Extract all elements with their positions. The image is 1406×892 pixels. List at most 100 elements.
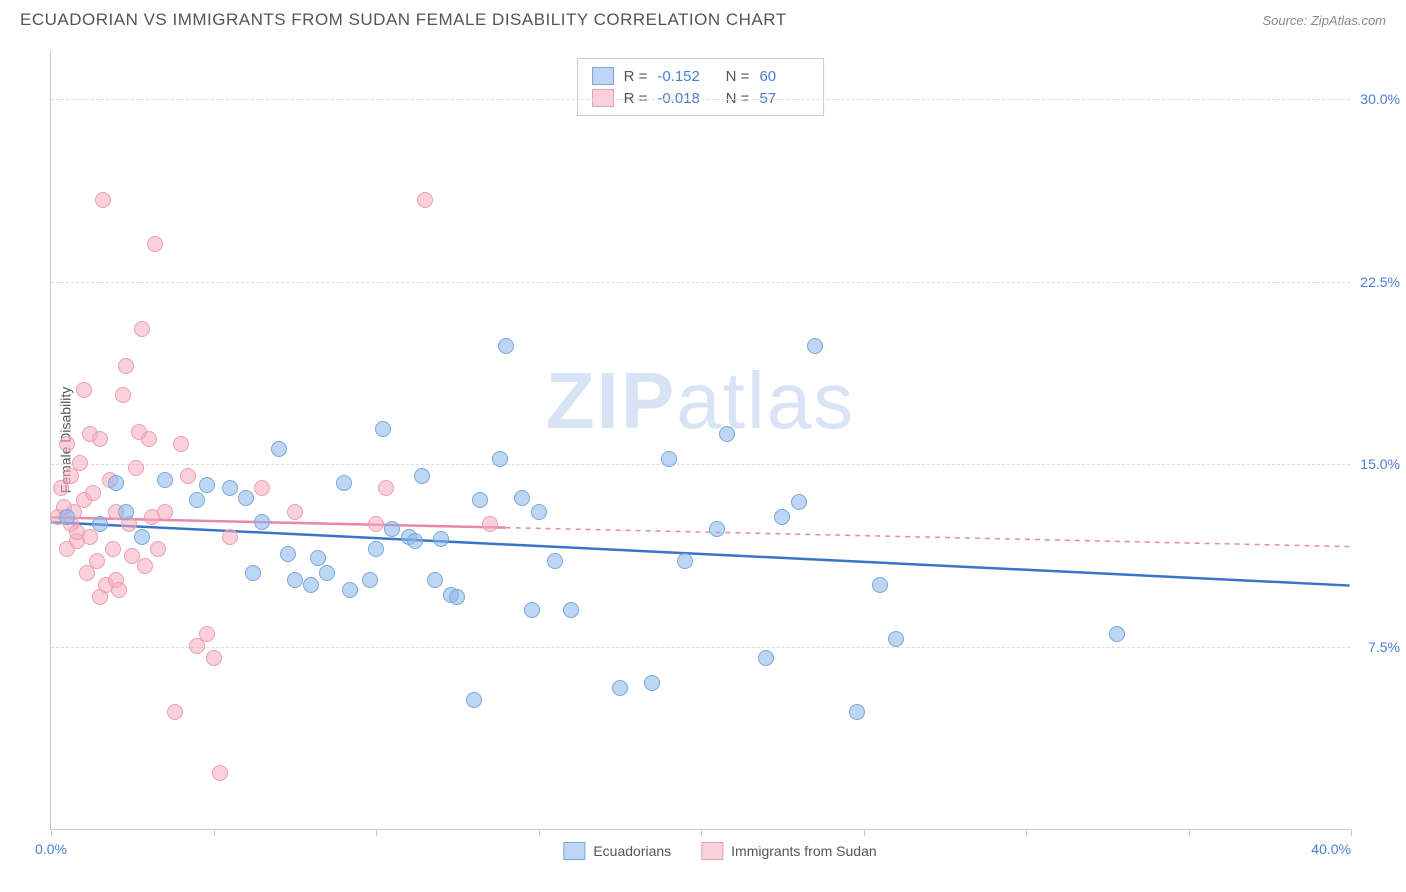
data-point [362,572,378,588]
data-point [498,338,514,354]
data-point [303,577,319,593]
data-point [612,680,628,696]
data-point [167,704,183,720]
data-point [118,504,134,520]
data-point [59,436,75,452]
data-point [134,529,150,545]
x-tick [864,829,865,836]
data-point [150,541,166,557]
data-point [888,631,904,647]
data-point [849,704,865,720]
source-attribution: Source: ZipAtlas.com [1262,13,1386,28]
stats-legend: R =-0.152 N =60R =-0.018 N =57 [577,58,825,116]
data-point [222,480,238,496]
data-point [310,550,326,566]
legend-swatch [563,842,585,860]
data-point [661,451,677,467]
data-point [758,650,774,666]
stat-r-value: -0.152 [657,68,707,85]
y-tick-label: 22.5% [1360,274,1400,290]
data-point [157,472,173,488]
data-point [134,321,150,337]
data-point [482,516,498,532]
series-legend: EcuadoriansImmigrants from Sudan [563,842,876,860]
data-point [791,494,807,510]
y-tick-label: 30.0% [1360,91,1400,107]
data-point [547,553,563,569]
data-point [1109,626,1125,642]
data-point [173,436,189,452]
data-point [199,626,215,642]
x-tick [701,829,702,836]
x-tick [539,829,540,836]
data-point [417,192,433,208]
data-point [319,565,335,581]
data-point [368,541,384,557]
y-tick-label: 15.0% [1360,456,1400,472]
data-point [644,675,660,691]
data-point [199,477,215,493]
data-point [118,358,134,374]
data-point [238,490,254,506]
x-tick [1189,829,1190,836]
data-point [287,572,303,588]
data-point [280,546,296,562]
data-point [85,485,101,501]
data-point [514,490,530,506]
x-tick [214,829,215,836]
gridline [51,464,1350,465]
data-point [245,565,261,581]
data-point [137,558,153,574]
x-tick [1026,829,1027,836]
watermark: ZIPatlas [546,355,855,447]
data-point [466,692,482,708]
data-point [872,577,888,593]
stat-n-value: 60 [759,68,809,85]
stats-row: R = -0.152 N = 60 [592,65,810,87]
data-point [76,382,92,398]
data-point [472,492,488,508]
data-point [157,504,173,520]
data-point [449,589,465,605]
data-point [287,504,303,520]
data-point [677,553,693,569]
data-point [72,455,88,471]
chart-title: ECUADORIAN VS IMMIGRANTS FROM SUDAN FEMA… [20,10,787,30]
data-point [92,516,108,532]
data-point [271,441,287,457]
data-point [254,514,270,530]
data-point [180,468,196,484]
data-point [719,426,735,442]
data-point [92,431,108,447]
y-tick-label: 7.5% [1368,639,1400,655]
x-tick-label: 40.0% [1311,841,1351,857]
gridline [51,647,1350,648]
chart-container: Female Disability ZIPatlas R =-0.152 N =… [50,50,1390,830]
stat-label: R = [624,68,648,85]
data-point [336,475,352,491]
gridline [51,282,1350,283]
data-point [141,431,157,447]
data-point [222,529,238,545]
data-point [342,582,358,598]
data-point [105,541,121,557]
trendlines [51,50,1350,829]
data-point [378,480,394,496]
x-tick [1351,829,1352,836]
data-point [95,192,111,208]
data-point [128,460,144,476]
data-point [407,533,423,549]
data-point [531,504,547,520]
data-point [206,650,222,666]
data-point [384,521,400,537]
legend-label: Immigrants from Sudan [731,843,877,859]
data-point [111,582,127,598]
stat-label: N = [717,68,749,85]
data-point [524,602,540,618]
data-point [189,492,205,508]
x-tick-label: 0.0% [35,841,67,857]
x-tick [376,829,377,836]
data-point [709,521,725,537]
data-point [147,236,163,252]
data-point [254,480,270,496]
